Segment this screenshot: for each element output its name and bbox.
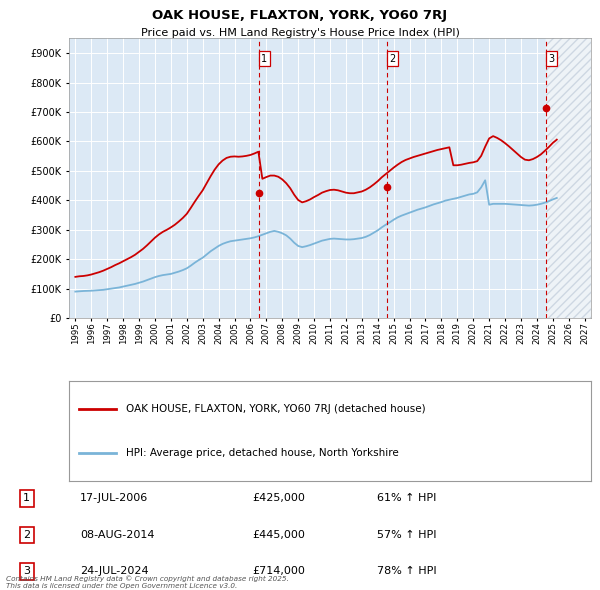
- Text: 57% ↑ HPI: 57% ↑ HPI: [377, 530, 437, 540]
- Text: £445,000: £445,000: [253, 530, 305, 540]
- Text: 1: 1: [262, 54, 268, 64]
- Text: 2: 2: [389, 54, 396, 64]
- Text: OAK HOUSE, FLAXTON, YORK, YO60 7RJ: OAK HOUSE, FLAXTON, YORK, YO60 7RJ: [152, 9, 448, 22]
- Text: OAK HOUSE, FLAXTON, YORK, YO60 7RJ (detached house): OAK HOUSE, FLAXTON, YORK, YO60 7RJ (deta…: [127, 404, 426, 414]
- Text: 08-AUG-2014: 08-AUG-2014: [80, 530, 155, 540]
- Text: 3: 3: [23, 566, 30, 576]
- Text: 1: 1: [23, 493, 30, 503]
- Text: 3: 3: [548, 54, 554, 64]
- Bar: [546, 38, 591, 318]
- Bar: [546, 38, 591, 318]
- Text: £425,000: £425,000: [253, 493, 305, 503]
- Text: 61% ↑ HPI: 61% ↑ HPI: [377, 493, 437, 503]
- Text: HPI: Average price, detached house, North Yorkshire: HPI: Average price, detached house, Nort…: [127, 448, 399, 458]
- Text: 24-JUL-2024: 24-JUL-2024: [80, 566, 149, 576]
- Text: 17-JUL-2006: 17-JUL-2006: [80, 493, 148, 503]
- Text: £714,000: £714,000: [253, 566, 305, 576]
- Text: 78% ↑ HPI: 78% ↑ HPI: [377, 566, 437, 576]
- Text: 2: 2: [23, 530, 31, 540]
- Text: Price paid vs. HM Land Registry's House Price Index (HPI): Price paid vs. HM Land Registry's House …: [140, 28, 460, 38]
- Text: Contains HM Land Registry data © Crown copyright and database right 2025.
This d: Contains HM Land Registry data © Crown c…: [6, 576, 289, 589]
